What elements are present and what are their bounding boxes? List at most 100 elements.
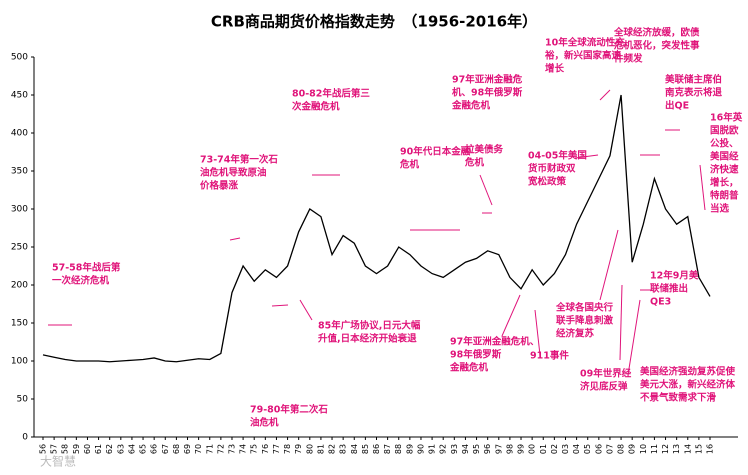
- x-tick-label: 82: [328, 444, 337, 454]
- x-tick-label: 79: [294, 444, 303, 454]
- annotation: 全球经济放缓，欧债: [613, 27, 700, 39]
- annotation: 件频发: [614, 53, 643, 65]
- data-line: [42, 94, 711, 363]
- annotation-arrow: [574, 154, 599, 159]
- annotation-arrow: [599, 89, 611, 101]
- x-tick-label: 07: [605, 444, 614, 454]
- x-tick-label: 71: [205, 444, 214, 454]
- x-tick-label: 70: [194, 444, 203, 454]
- annotation: 拉美债务: [465, 144, 504, 156]
- annotation: 特朗普: [710, 190, 739, 202]
- annotation: 不景气致需求下滑: [640, 392, 717, 404]
- x-tick-label: 01: [539, 444, 548, 454]
- annotation: 增长，: [710, 177, 739, 189]
- annotation: 73-74年第一次石: [200, 154, 278, 166]
- annotation: QE3: [650, 297, 671, 308]
- annotation-arrow: [229, 237, 241, 241]
- x-tick-label: 93: [450, 444, 459, 454]
- annotation: 次金融危机: [292, 101, 340, 113]
- x-tick-label: 84: [350, 444, 359, 454]
- annotation: 机、98年俄罗斯: [452, 87, 523, 99]
- x-tick-label: 88: [394, 444, 403, 454]
- y-tick-label: 400: [11, 129, 28, 139]
- annotation: 16年英: [710, 112, 743, 124]
- x-tick-label: 16: [706, 444, 715, 454]
- annotation: 金融危机: [449, 362, 489, 374]
- annotation: 升值,日本经济开始衰退: [318, 333, 417, 345]
- y-tick-label: 150: [11, 319, 28, 329]
- x-tick-label: 85: [361, 444, 370, 454]
- annotation: 济快速: [710, 164, 739, 176]
- x-tick-label: 99: [517, 444, 526, 454]
- x-tick-label: 89: [405, 444, 414, 454]
- x-tick-label: 02: [550, 444, 559, 454]
- annotation-arrow: [299, 299, 313, 321]
- annotation: 危机恶化，突发性事: [613, 40, 700, 52]
- x-tick-label: 95: [472, 444, 481, 454]
- annotation: 济见底反弹: [580, 381, 628, 393]
- annotation: 南克表示将退: [665, 87, 723, 99]
- y-tick-label: 250: [11, 243, 28, 253]
- x-tick-label: 83: [339, 444, 348, 454]
- y-tick-label: 500: [11, 53, 28, 63]
- x-tick-label: 11: [650, 444, 659, 454]
- annotation-arrow: [699, 164, 706, 211]
- annotation: 04-05年美国: [528, 150, 587, 162]
- x-tick-label: 14: [683, 444, 692, 454]
- x-tick-label: 96: [483, 444, 492, 454]
- x-tick-label: 87: [383, 444, 392, 454]
- x-tick-label: 61: [94, 444, 103, 454]
- annotation-arrow: [619, 284, 623, 361]
- annotation: 危机: [464, 157, 485, 169]
- annotation: 98年俄罗斯: [450, 349, 502, 361]
- annotation: 12年9月美: [650, 270, 699, 282]
- x-tick-label: 03: [561, 444, 570, 454]
- y-tick-label: 300: [11, 205, 28, 215]
- x-tick-label: 98: [505, 444, 514, 454]
- x-tick-label: 77: [272, 444, 281, 454]
- annotation: 80-82年战后第三: [292, 88, 370, 100]
- annotation: 全球各国央行: [555, 302, 614, 314]
- annotation-arrow: [627, 299, 641, 376]
- x-tick-label: 94: [461, 444, 470, 454]
- annotation-arrow: [534, 309, 541, 356]
- annotation: 当选: [710, 203, 730, 215]
- x-tick-label: 76: [261, 444, 270, 454]
- x-tick-label: 90: [416, 444, 425, 454]
- annotation: 97年亚洲金融危机、: [450, 336, 539, 348]
- x-tick-label: 68: [172, 444, 181, 454]
- y-tick-label: 200: [11, 281, 28, 291]
- annotation: 美国经济强劲复苏促使: [639, 366, 736, 378]
- chart-title: CRB商品期货价格指数走势 （1956-2016年）: [211, 13, 537, 31]
- y-tick-label: 450: [11, 91, 28, 101]
- annotation: 联储推出: [650, 283, 688, 295]
- x-tick-label: 59: [72, 444, 81, 454]
- annotation-arrow: [479, 174, 493, 206]
- x-tick-label: 09: [628, 444, 637, 454]
- x-tick-label: 86: [372, 444, 381, 454]
- annotation: 油危机: [250, 417, 279, 429]
- annotation: 裕，新兴国家高速: [544, 50, 622, 62]
- y-tick-label: 100: [11, 357, 28, 367]
- x-tick-label: 73: [227, 444, 236, 454]
- annotation: 公投、: [710, 138, 739, 150]
- annotation: 油危机导致原油: [200, 167, 267, 179]
- annotation: 57-58年战后第: [52, 262, 121, 274]
- annotation: 79-80年第二次石: [250, 404, 328, 416]
- x-tick-label: 13: [672, 444, 681, 454]
- annotation-arrow: [271, 304, 289, 307]
- x-tick-label: 05: [583, 444, 592, 454]
- annotation: 90年代日本金融: [400, 146, 471, 158]
- watermark: 大智慧: [40, 454, 76, 469]
- x-tick-label: 60: [83, 444, 92, 454]
- annotation: 增长: [545, 63, 565, 75]
- x-tick-label: 67: [161, 444, 170, 454]
- annotation: 97年亚洲金融危: [452, 74, 523, 86]
- x-tick-label: 04: [572, 444, 581, 454]
- annotation: 出QE: [665, 100, 689, 112]
- x-tick-label: 12: [661, 444, 670, 454]
- x-tick-label: 65: [139, 444, 148, 454]
- annotation: 货币财政双: [527, 163, 576, 175]
- annotation: 一次经济危机: [52, 275, 110, 287]
- x-tick-label: 78: [283, 444, 292, 454]
